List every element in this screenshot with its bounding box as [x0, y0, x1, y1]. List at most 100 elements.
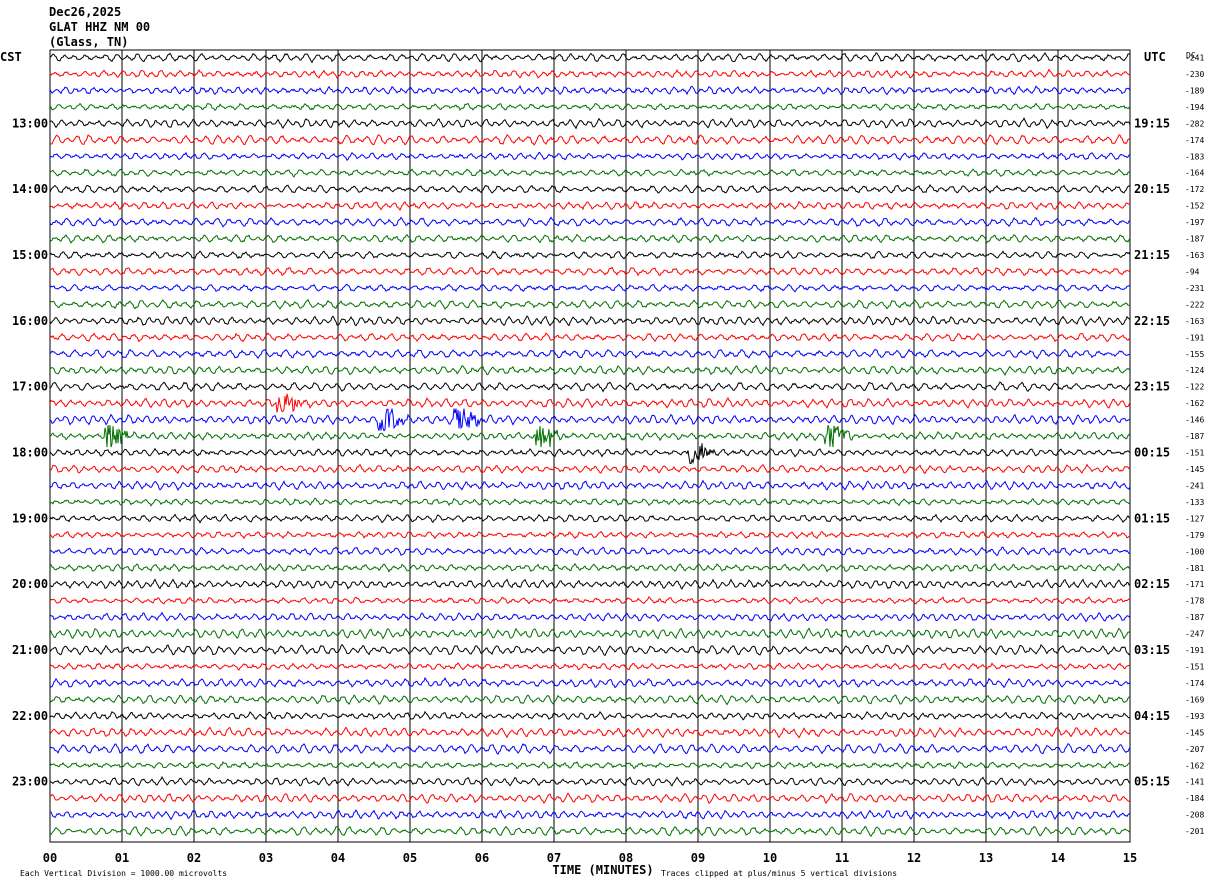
cst-hour-label: 17:00: [12, 380, 48, 394]
x-tick-label: 01: [115, 851, 129, 865]
dc-offset-label: -241: [1185, 54, 1204, 63]
trace-line: [49, 513, 1131, 524]
dc-offset-label: -282: [1185, 119, 1204, 128]
trace-line: [49, 348, 1131, 360]
trace-line: [49, 792, 1131, 804]
dc-offset-label: -191: [1185, 333, 1204, 342]
x-tick-label: 04: [331, 851, 345, 865]
trace-line: [49, 562, 1131, 573]
trace-line: [49, 743, 1131, 755]
x-tick-label: 13: [979, 851, 993, 865]
dc-offset-label: -187: [1185, 432, 1204, 441]
trace-line: [49, 283, 1131, 293]
utc-hour-label: 04:15: [1134, 709, 1170, 723]
cst-hour-label: 16:00: [12, 314, 48, 328]
cst-hour-label: 13:00: [12, 116, 48, 130]
trace-line: [49, 250, 1131, 260]
x-tick-label: 05: [403, 851, 417, 865]
dc-offset-label: -194: [1185, 103, 1204, 112]
dc-offset-label: -191: [1185, 646, 1204, 655]
trace-line: [49, 117, 1131, 130]
trace-line: [49, 216, 1131, 228]
trace-line: [49, 315, 1131, 327]
cst-hour-label: 15:00: [12, 248, 48, 262]
x-tick-label: 14: [1051, 851, 1065, 865]
cst-hour-label: 19:00: [12, 511, 48, 525]
trace-line: [49, 809, 1131, 821]
dc-offset-label: -127: [1185, 514, 1204, 523]
trace-line: [49, 266, 1131, 277]
trace-line: [49, 102, 1131, 112]
dc-offset-label: -207: [1185, 745, 1204, 754]
dc-offset-label: -230: [1185, 70, 1204, 79]
dc-offset-label: -163: [1185, 251, 1204, 260]
trace-line: [49, 168, 1131, 178]
dc-offset-label: -178: [1185, 597, 1204, 606]
trace-line: [49, 530, 1131, 540]
dc-offset-label: -94: [1185, 267, 1200, 276]
dc-offset-label: -133: [1185, 498, 1204, 507]
x-tick-label: 02: [187, 851, 201, 865]
utc-hour-label: 05:15: [1134, 775, 1170, 789]
trace-line: [49, 643, 1131, 657]
cst-hour-label: 18:00: [12, 446, 48, 460]
dc-offset-label: -146: [1185, 416, 1204, 425]
cst-hour-label: 22:00: [12, 709, 48, 723]
trace-line: [50, 578, 1131, 590]
footer-clip-note: Traces clipped at plus/minus 5 vertical …: [661, 869, 897, 878]
trace-line: [49, 298, 1130, 310]
cst-hour-label: 14:00: [12, 182, 48, 196]
trace-line: [49, 662, 1131, 671]
trace-line: [49, 694, 1130, 706]
trace-line: [49, 68, 1131, 79]
dc-offset-label: -169: [1185, 695, 1204, 704]
dc-offset-label: -141: [1185, 778, 1204, 787]
trace-line: [49, 364, 1131, 376]
dc-offset-label: -183: [1185, 152, 1204, 161]
dc-offset-label: -187: [1185, 235, 1204, 244]
trace-line: [49, 627, 1131, 640]
dc-offset-label: -162: [1185, 399, 1204, 408]
dc-offset-label: -163: [1185, 317, 1204, 326]
x-tick-label: 03: [259, 851, 273, 865]
trace-line: [49, 611, 1131, 623]
plot-frame: [49, 49, 1131, 843]
trace-line: [49, 233, 1131, 244]
dc-offset-label: -172: [1185, 185, 1204, 194]
dc-offset-label: -174: [1185, 679, 1204, 688]
dc-offset-label: -208: [1185, 811, 1204, 820]
trace-line: [49, 676, 1131, 689]
dc-offset-label: -155: [1185, 350, 1204, 359]
x-tick-label: 11: [835, 851, 849, 865]
dc-offset-label: -193: [1185, 712, 1204, 721]
cst-hour-label: 21:00: [12, 643, 48, 657]
utc-hour-label: 22:15: [1134, 314, 1170, 328]
trace-line: [49, 408, 1131, 432]
dc-offset-label: -122: [1185, 383, 1204, 392]
footer-scale-note: Each Vertical Division = 1000.00 microvo…: [20, 869, 227, 878]
trace-line: [49, 84, 1131, 96]
dc-offset-label: -151: [1185, 663, 1204, 672]
dc-offset-label: -145: [1185, 728, 1204, 737]
x-axis-title: TIME (MINUTES): [552, 863, 653, 877]
cst-hour-label: 20:00: [12, 577, 48, 591]
dc-offset-label: -184: [1185, 794, 1204, 803]
date-label: Dec26,2025: [49, 5, 122, 19]
location-label: (Glass, TN): [49, 35, 129, 49]
x-tick-label: 08: [619, 851, 633, 865]
dc-offset-label: -162: [1185, 761, 1204, 770]
dc-offset-label: -201: [1185, 827, 1204, 836]
dc-offset-label: -189: [1185, 86, 1204, 95]
utc-hour-label: 03:15: [1134, 643, 1170, 657]
trace-line: [49, 825, 1131, 838]
dc-offset-label: -124: [1185, 366, 1204, 375]
utc-hour-label: 23:15: [1134, 380, 1170, 394]
x-tick-label: 15: [1123, 851, 1137, 865]
station-label: GLAT HHZ NM 00: [49, 20, 151, 34]
x-tick-label: 00: [43, 851, 57, 865]
trace-line: [49, 710, 1131, 721]
trace-line: [50, 546, 1131, 557]
dc-offset-label: -152: [1185, 202, 1204, 211]
trace-line: [49, 134, 1131, 146]
